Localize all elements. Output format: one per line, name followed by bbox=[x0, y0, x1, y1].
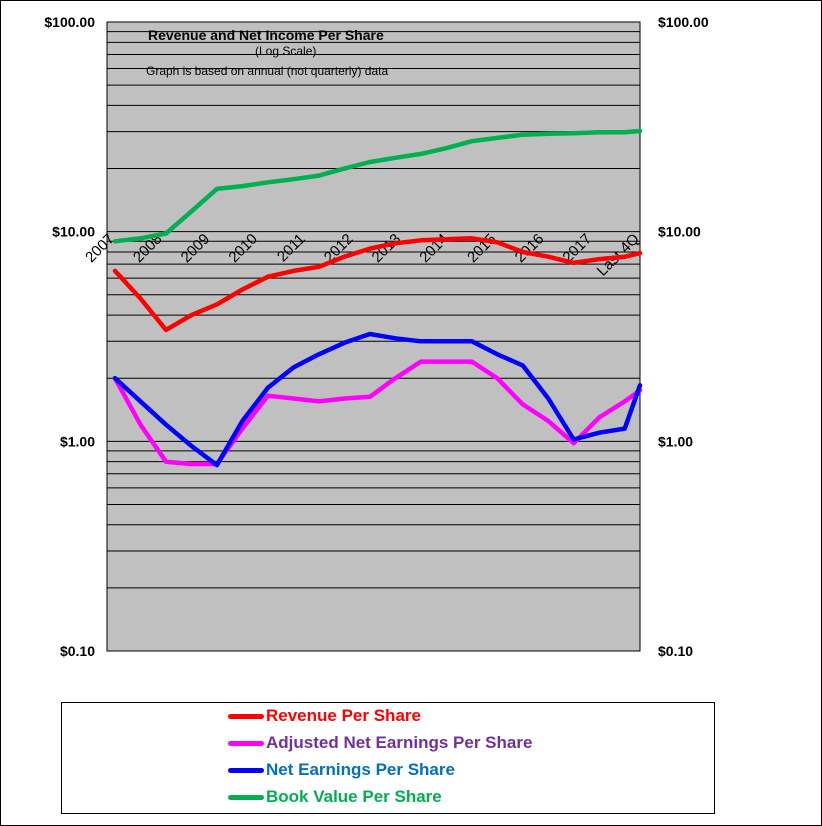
y-tick-label-right: $10.00 bbox=[658, 224, 701, 240]
legend-item-net-earnings: Net Earnings Per Share bbox=[228, 757, 455, 783]
legend: Revenue Per Share Adjusted Net Earnings … bbox=[61, 702, 715, 814]
series-line-3 bbox=[112, 128, 643, 244]
y-tick-label-left: $100.00 bbox=[44, 14, 95, 30]
gridlines bbox=[107, 31, 640, 589]
chart-title: Revenue and Net Income Per Share bbox=[148, 27, 384, 43]
legend-item-revenue: Revenue Per Share bbox=[228, 703, 421, 729]
legend-label-net-earnings: Net Earnings Per Share bbox=[266, 760, 455, 779]
y-axis-left: $100.00 $10.00 $1.00 $0.10 bbox=[44, 14, 95, 659]
legend-label-revenue: Revenue Per Share bbox=[266, 706, 421, 725]
series-layer bbox=[112, 128, 643, 468]
y-tick-label-right: $100.00 bbox=[658, 14, 709, 30]
y-axis-right: $100.00 $10.00 $1.00 $0.10 bbox=[658, 14, 709, 659]
legend-label-book-value: Book Value Per Share bbox=[266, 787, 442, 806]
legend-item-book-value: Book Value Per Share bbox=[228, 784, 442, 810]
y-tick-label-left: $0.10 bbox=[60, 643, 95, 659]
series-line-0 bbox=[112, 236, 643, 333]
legend-item-adjusted-net-earnings: Adjusted Net Earnings Per Share bbox=[228, 730, 532, 756]
y-tick-label-right: $0.10 bbox=[658, 643, 693, 659]
y-tick-label-right: $1.00 bbox=[658, 433, 693, 449]
legend-swatch-adjusted-net-earnings bbox=[228, 740, 264, 746]
legend-swatch-revenue bbox=[228, 713, 264, 719]
y-tick-label-left: $10.00 bbox=[52, 224, 95, 240]
chart-subtitle: (Log Scale) bbox=[255, 44, 316, 58]
series-line-2 bbox=[112, 331, 643, 468]
plot-border bbox=[106, 21, 641, 652]
series-line-1 bbox=[112, 359, 643, 467]
chart-note: Graph is based on annual (not quarterly)… bbox=[146, 64, 388, 78]
y-tick-label-left: $1.00 bbox=[60, 433, 95, 449]
legend-label-adjusted-net-earnings: Adjusted Net Earnings Per Share bbox=[266, 733, 533, 752]
legend-swatch-net-earnings bbox=[228, 767, 264, 773]
legend-swatch-book-value bbox=[228, 794, 264, 800]
